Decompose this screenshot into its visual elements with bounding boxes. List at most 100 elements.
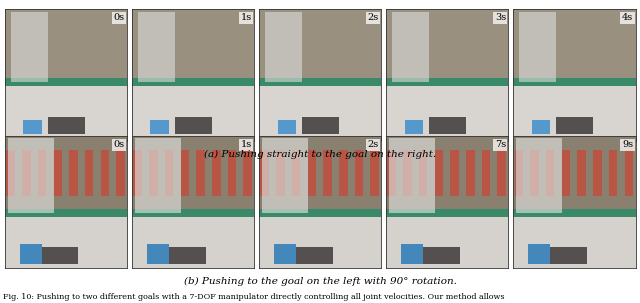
Polygon shape [278, 120, 296, 134]
Polygon shape [520, 12, 556, 82]
Bar [577, 149, 586, 196]
Polygon shape [132, 136, 255, 213]
Bar [371, 149, 379, 196]
Text: 0s: 0s [114, 13, 125, 22]
Polygon shape [387, 136, 509, 213]
Bar [451, 149, 459, 196]
Polygon shape [12, 12, 48, 82]
Bar [530, 149, 539, 196]
Bar [22, 149, 31, 196]
Polygon shape [274, 245, 296, 264]
Polygon shape [5, 82, 127, 141]
Bar [609, 149, 618, 196]
Polygon shape [532, 120, 550, 134]
Polygon shape [259, 213, 381, 268]
Polygon shape [387, 82, 509, 141]
Bar [466, 149, 475, 196]
Polygon shape [138, 12, 175, 82]
Polygon shape [132, 78, 255, 85]
Bar [497, 149, 506, 196]
Bar [323, 149, 332, 196]
Bar [212, 149, 221, 196]
Polygon shape [259, 136, 381, 213]
Polygon shape [259, 9, 381, 82]
Bar [100, 149, 109, 196]
Text: Fig. 10: Pushing to two different goals with a 7-DOF manipulator directly contro: Fig. 10: Pushing to two different goals … [3, 294, 505, 301]
Bar [562, 149, 570, 196]
Bar [69, 149, 78, 196]
Polygon shape [259, 78, 381, 85]
Polygon shape [132, 82, 255, 141]
Bar [419, 149, 428, 196]
Bar [482, 149, 490, 196]
Polygon shape [513, 136, 636, 213]
Text: 0s: 0s [114, 140, 125, 149]
Polygon shape [259, 82, 381, 141]
Bar [165, 149, 173, 196]
Polygon shape [48, 117, 84, 134]
Bar [133, 149, 142, 196]
Bar [308, 149, 316, 196]
Polygon shape [516, 138, 562, 213]
Polygon shape [5, 209, 127, 217]
Polygon shape [392, 12, 429, 82]
Polygon shape [8, 138, 54, 213]
Bar [149, 149, 157, 196]
Bar [260, 149, 269, 196]
Polygon shape [132, 213, 255, 268]
Bar [228, 149, 236, 196]
Polygon shape [387, 213, 509, 268]
Polygon shape [423, 247, 460, 264]
Bar [625, 149, 633, 196]
Text: 9s: 9s [622, 140, 633, 149]
Bar [180, 149, 189, 196]
Polygon shape [387, 209, 509, 217]
Text: 1s: 1s [241, 13, 252, 22]
Bar [196, 149, 205, 196]
Polygon shape [169, 247, 205, 264]
Polygon shape [147, 245, 169, 264]
Text: 1s: 1s [241, 140, 252, 149]
Polygon shape [5, 136, 127, 213]
Polygon shape [132, 9, 255, 82]
Bar [6, 149, 15, 196]
Bar [515, 149, 523, 196]
Text: 4s: 4s [622, 13, 633, 22]
Polygon shape [175, 117, 212, 134]
Polygon shape [132, 209, 255, 217]
Polygon shape [550, 247, 587, 264]
Polygon shape [296, 247, 333, 264]
Polygon shape [387, 78, 509, 85]
Polygon shape [5, 9, 127, 82]
Polygon shape [513, 213, 636, 268]
Polygon shape [513, 209, 636, 217]
Text: 2s: 2s [368, 13, 379, 22]
Polygon shape [513, 82, 636, 141]
Polygon shape [556, 117, 593, 134]
Bar [435, 149, 443, 196]
Polygon shape [42, 247, 79, 264]
Bar [339, 149, 348, 196]
Polygon shape [266, 12, 302, 82]
Bar [85, 149, 93, 196]
Text: (a) Pushing straight to the goal on the right.: (a) Pushing straight to the goal on the … [204, 150, 436, 159]
Polygon shape [262, 138, 308, 213]
Polygon shape [401, 245, 423, 264]
Polygon shape [24, 120, 42, 134]
Polygon shape [134, 138, 181, 213]
Polygon shape [404, 120, 423, 134]
Polygon shape [302, 117, 339, 134]
Polygon shape [387, 9, 509, 82]
Bar [593, 149, 602, 196]
Polygon shape [150, 120, 169, 134]
Polygon shape [513, 78, 636, 85]
Text: (b) Pushing to the goal on the left with 90° rotation.: (b) Pushing to the goal on the left with… [184, 277, 456, 286]
Polygon shape [388, 138, 435, 213]
Bar [292, 149, 300, 196]
Polygon shape [513, 9, 636, 82]
Bar [54, 149, 62, 196]
Text: 7s: 7s [495, 140, 506, 149]
Bar [116, 149, 125, 196]
Bar [276, 149, 285, 196]
Polygon shape [20, 245, 42, 264]
